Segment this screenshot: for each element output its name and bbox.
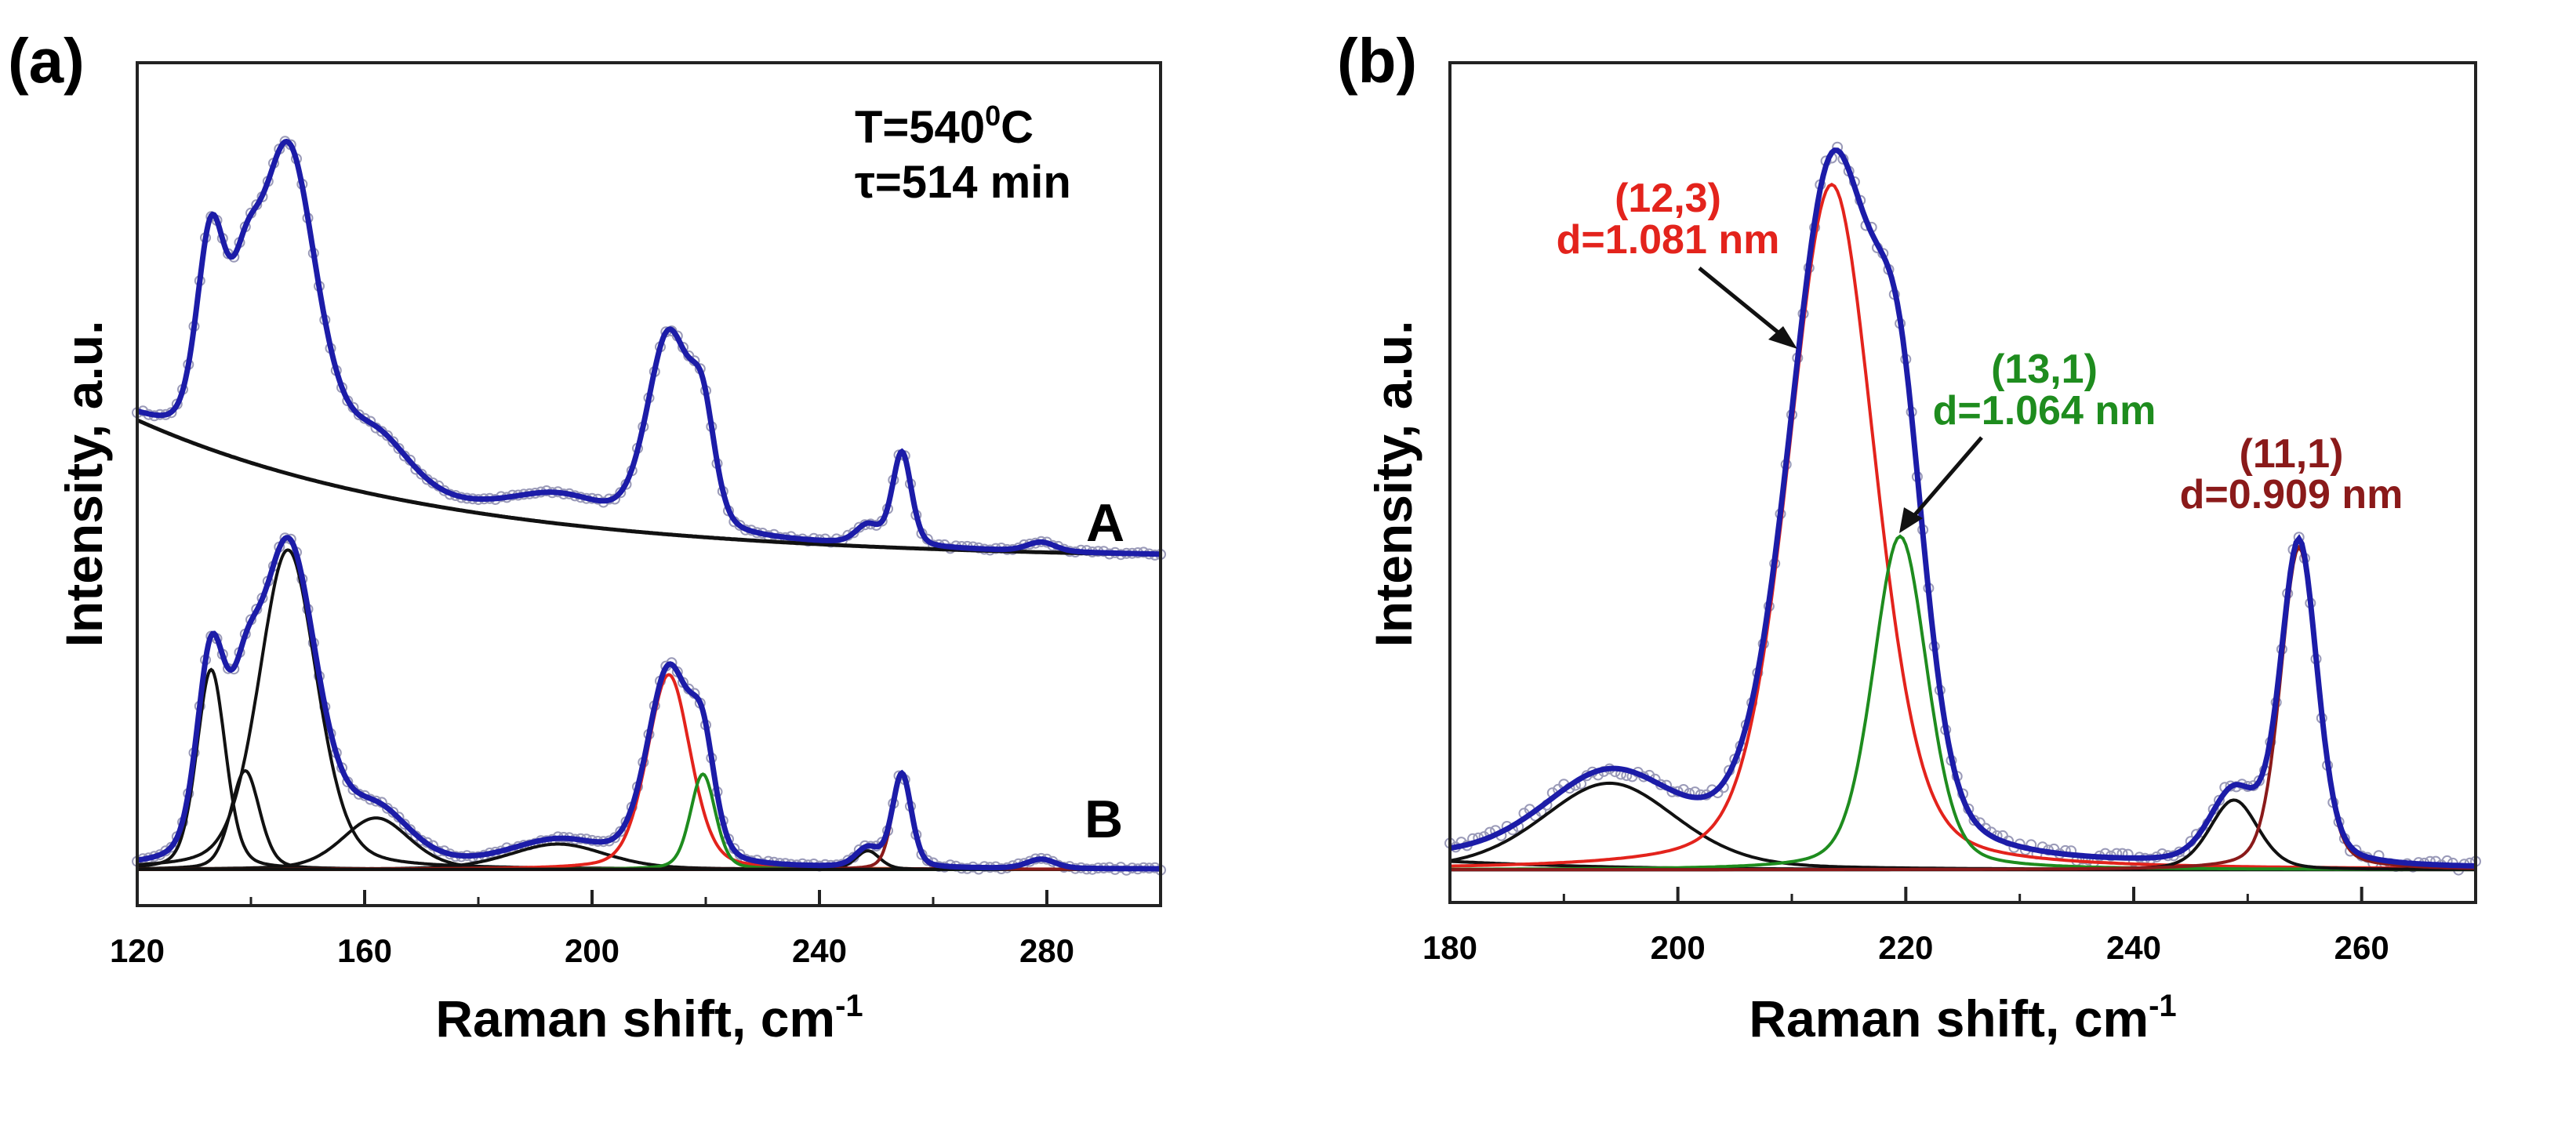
annotation-13-1-diameter: d=1.064 nm bbox=[1933, 388, 2156, 434]
data-point bbox=[921, 855, 933, 866]
panel-b-frame bbox=[1448, 61, 2477, 904]
x-tick-label: 240 bbox=[792, 932, 847, 969]
annotation-12-3-chirality: (12,3) bbox=[1615, 176, 1721, 221]
panel-a-frame bbox=[136, 61, 1162, 907]
curve-label-a: A bbox=[1086, 493, 1125, 553]
x-tick-label: 160 bbox=[337, 932, 392, 969]
time-annotation: τ=514 min bbox=[855, 157, 1071, 208]
data-point bbox=[398, 819, 410, 830]
curve-label-b: B bbox=[1085, 790, 1123, 849]
panel-b: (b) 180 200 220 240 260 (12,3) d=1.081 nm (1… bbox=[1337, 26, 2481, 1048]
x-tick-label: 180 bbox=[1422, 929, 1477, 966]
panel-a: (a) 120 160 200 240 280 T=5400C τ=514 min A … bbox=[8, 26, 1166, 1048]
data-point bbox=[387, 436, 399, 448]
temperature-annotation: T=5400C bbox=[855, 100, 1034, 153]
a-component-peak-213.5 bbox=[137, 673, 1161, 871]
a-component-peak-162 bbox=[137, 816, 1161, 871]
panel-label-a: (a) bbox=[8, 26, 85, 96]
a-spectrum-a-fit bbox=[136, 138, 1161, 557]
x-tick-label: 220 bbox=[1878, 929, 1933, 966]
arrow-13-1 bbox=[1899, 436, 1983, 533]
x-tick-label: 120 bbox=[110, 932, 165, 969]
a-component-peak-139 bbox=[136, 768, 1161, 871]
annotation-13-1-chirality: (13,1) bbox=[1991, 347, 2098, 392]
arrow-12-3 bbox=[1698, 267, 1797, 349]
a-component-peak-133 bbox=[136, 667, 1161, 871]
data-point bbox=[382, 430, 393, 441]
panel-a-curves bbox=[132, 136, 1166, 876]
data-point bbox=[393, 443, 405, 454]
panel-b-x-ticks: 180 200 220 240 260 bbox=[1422, 887, 2477, 966]
x-tick-label: 200 bbox=[565, 932, 619, 969]
x-tick-label: 240 bbox=[2106, 929, 2161, 966]
b-spectrum-fit bbox=[1449, 147, 2476, 869]
data-point bbox=[405, 824, 416, 836]
a-component-peak-219.5 bbox=[137, 772, 1161, 871]
x-axis-label-b: Raman shift, cm-1 bbox=[1749, 989, 2176, 1048]
data-point bbox=[353, 409, 365, 420]
annotation-11-1-chirality: (11,1) bbox=[2240, 431, 2344, 477]
b-component-peak-213.5 bbox=[1449, 182, 2476, 870]
a-component-peak-254.5 bbox=[137, 773, 1161, 871]
y-axis-label-a: Intensity, a.u. bbox=[55, 321, 113, 648]
x-axis-label-a: Raman shift, cm-1 bbox=[435, 989, 863, 1048]
x-tick-label: 200 bbox=[1651, 929, 1706, 966]
x-tick-label: 280 bbox=[1019, 932, 1074, 969]
a-component-peak-146.5 bbox=[136, 548, 1161, 871]
y-axis-label-b: Intensity, a.u. bbox=[1364, 321, 1422, 648]
annotation-11-1-diameter: d=0.909 nm bbox=[2180, 472, 2403, 517]
panel-b-curves bbox=[1444, 141, 2481, 876]
a-spectrum-b-fit bbox=[136, 535, 1161, 872]
x-tick-label: 260 bbox=[2334, 929, 2389, 966]
panel-label-b: (b) bbox=[1337, 26, 1417, 96]
annotation-12-3-diameter: d=1.081 nm bbox=[1557, 217, 1780, 263]
panel-a-x-ticks: 120 160 200 240 280 bbox=[110, 890, 1162, 969]
